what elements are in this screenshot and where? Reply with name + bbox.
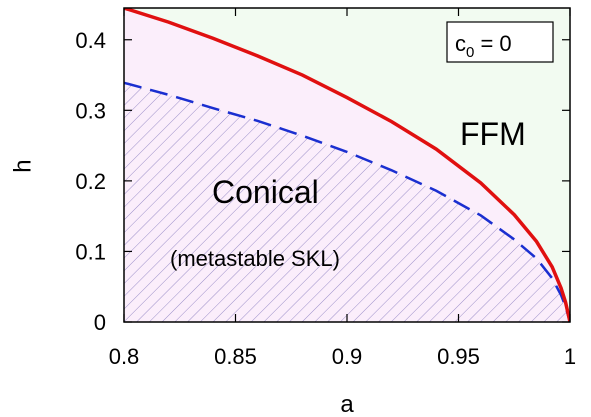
legend-box: c0 = 0 bbox=[446, 21, 554, 63]
conical-ffm-boundary-line bbox=[124, 8, 570, 322]
x-tick-label: 0.9 bbox=[332, 344, 363, 369]
y-tick-label: 0.3 bbox=[75, 98, 106, 123]
x-tick-label: 0.95 bbox=[437, 344, 480, 369]
conical-region-label: Conical bbox=[212, 174, 319, 210]
legend-box-main: c bbox=[455, 31, 466, 56]
x-tick-label: 0.8 bbox=[109, 344, 140, 369]
x-axis-label: a bbox=[340, 391, 354, 417]
y-tick-label: 0.1 bbox=[75, 239, 106, 264]
metastable-skl-region-label: (metastable SKL) bbox=[170, 246, 340, 271]
y-tick-label: 0.2 bbox=[75, 169, 106, 194]
legend-box-rest: = 0 bbox=[474, 31, 511, 56]
metastable-boundary-dashed-line bbox=[124, 81, 570, 322]
metastable-skl-hatch-region bbox=[124, 82, 570, 322]
y-tick-label: 0 bbox=[94, 310, 106, 335]
plot-frame bbox=[123, 7, 571, 323]
legend-box-frame bbox=[446, 21, 554, 63]
legend-box-subscript: 0 bbox=[466, 44, 474, 61]
y-axis-label: h bbox=[9, 159, 36, 172]
legend-box-text: c0 = 0 bbox=[455, 31, 512, 61]
ffm-region-label: FFM bbox=[460, 116, 526, 152]
x-tick-label: 1 bbox=[564, 344, 576, 369]
y-tick-label: 0.4 bbox=[75, 28, 106, 53]
x-tick-label: 0.85 bbox=[214, 344, 257, 369]
tick-labels: 0.8 0.85 0.9 0.95 1 0 0.1 0.2 0.3 0.4 bbox=[75, 28, 576, 369]
